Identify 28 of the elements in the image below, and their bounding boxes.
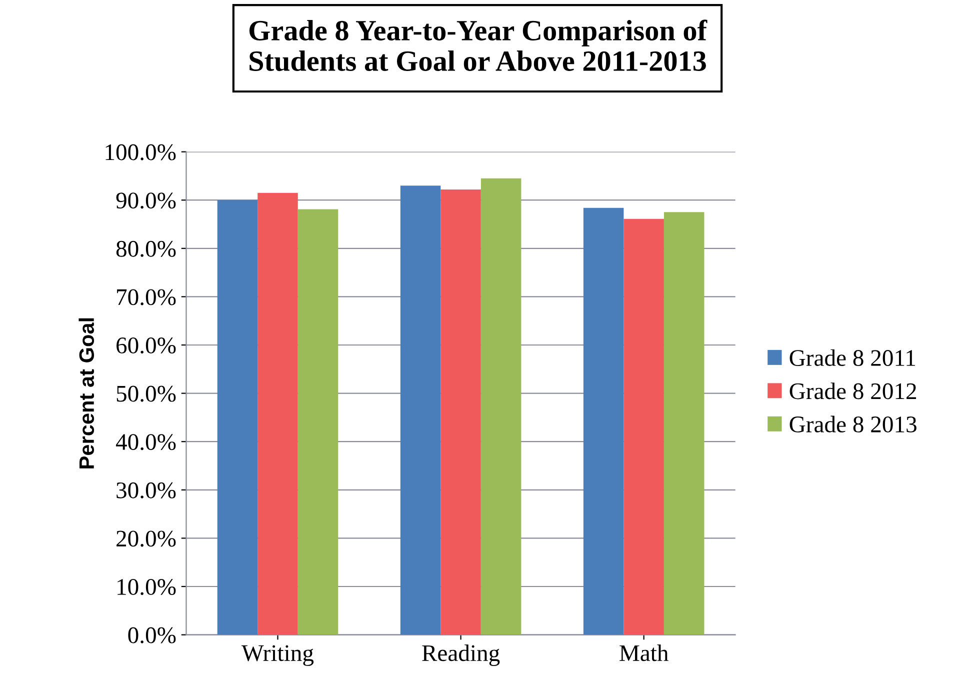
y-tick-label: 40.0% [116,434,176,450]
legend-label: Grade 8 2013 [790,416,916,432]
bar [440,189,481,635]
bar [298,209,338,635]
bar [217,200,258,635]
chart-title: Grade 8 Year-to-Year Comparison of Students at Goal or Above 2011-2013 [249,20,708,72]
y-tick-label: 70.0% [117,289,176,306]
bar [583,208,624,635]
bar [480,178,522,635]
y-tick-label: 100.0% [106,144,176,160]
x-tick-label: Reading [422,644,500,666]
y-tick-label: 60.0% [116,337,176,354]
legend-label: Grade 8 2012 [790,382,916,400]
legend-label: Grade 8 2011 [790,349,916,366]
y-tick-label: 30.0% [116,482,176,498]
y-tick-label: 20.0% [116,530,176,547]
x-tick-label: Math [620,644,668,662]
y-axis-title: Percent at Goal [78,318,94,468]
y-tick-label: 0.0% [128,627,176,644]
x-tick-label: Writing [242,645,314,666]
y-tick-label: 80.0% [116,240,176,257]
y-tick-label: 90.0% [116,192,176,209]
bar [664,212,704,635]
bar [258,192,298,635]
y-tick-label: 10.0% [118,578,176,596]
bar [400,186,441,635]
bar [624,218,664,635]
y-tick-label: 50.0% [116,386,176,402]
